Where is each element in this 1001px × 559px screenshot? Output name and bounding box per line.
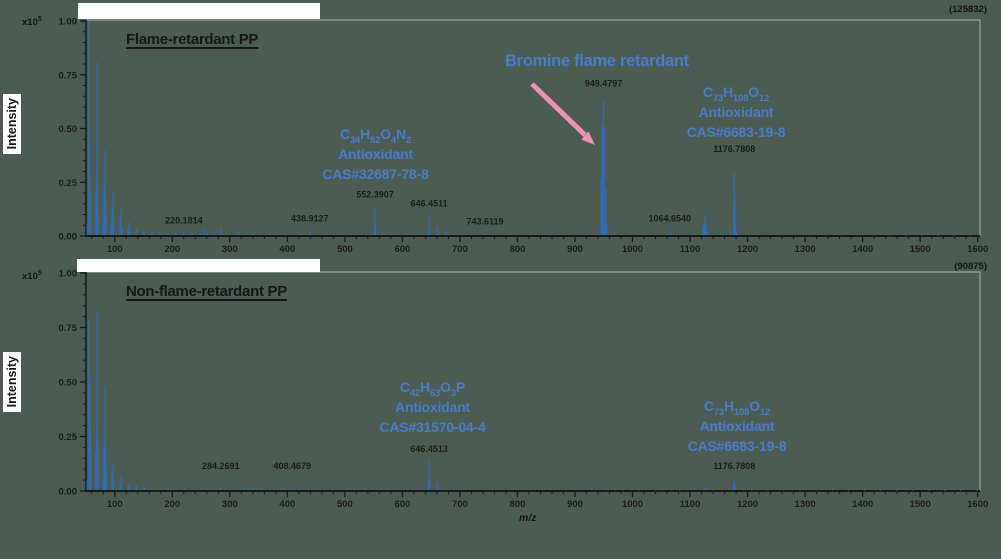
- annotation-antioxidant-1010-bottom: C73H108O12 Antioxidant CAS#6683-19-8: [651, 396, 823, 456]
- svg-text:300: 300: [222, 244, 238, 255]
- plot-title-non-flame-retardant: Non-flame-retardant PP: [126, 283, 287, 300]
- svg-text:600: 600: [394, 244, 410, 255]
- svg-text:1.00: 1.00: [59, 269, 78, 280]
- annotation-antioxidant-1010-top: C73H108O12 Antioxidant CAS#6683-19-8: [650, 82, 822, 142]
- y-axis-title-box-bottom: Intensity: [3, 352, 21, 412]
- svg-text:500: 500: [337, 499, 353, 510]
- annotation-line: Antioxidant: [338, 146, 413, 162]
- x-axis-title: m/z: [519, 512, 537, 524]
- svg-text:1176.7808: 1176.7808: [713, 461, 755, 471]
- svg-text:400: 400: [279, 499, 295, 510]
- svg-text:743.6119: 743.6119: [467, 217, 504, 227]
- svg-text:1000: 1000: [622, 244, 643, 255]
- annotation-line: CAS#32687-78-8: [322, 166, 429, 182]
- svg-text:646.4513: 646.4513: [410, 444, 448, 454]
- annotation-line: Antioxidant: [395, 399, 470, 415]
- svg-text:0.75: 0.75: [59, 323, 78, 334]
- svg-text:0.25: 0.25: [59, 178, 78, 189]
- annotation-line: Antioxidant: [699, 418, 775, 434]
- svg-text:1000: 1000: [622, 499, 643, 510]
- callout-bromine-flame-retardant: Bromine flame retardant: [505, 52, 689, 70]
- chemical-formula: C73H108O12: [702, 84, 770, 104]
- y-axis-multiplier-bottom: x105: [22, 270, 42, 283]
- svg-text:1500: 1500: [910, 499, 931, 510]
- plot-title-flame-retardant: Flame-retardant PP: [126, 31, 259, 48]
- svg-text:1064.6540: 1064.6540: [648, 213, 691, 223]
- y-axis-title-box-top: Intensity: [3, 94, 21, 154]
- svg-text:1500: 1500: [910, 244, 931, 255]
- svg-text:1400: 1400: [852, 499, 873, 510]
- svg-text:1100: 1100: [680, 244, 701, 255]
- svg-text:0.25: 0.25: [59, 432, 78, 443]
- svg-text:400: 400: [279, 244, 295, 255]
- redaction-bar-top: [78, 3, 320, 19]
- y-axis-title-bottom: Intensity: [5, 356, 19, 408]
- svg-text:900: 900: [567, 499, 583, 510]
- chemical-formula: C73H108O12: [703, 398, 771, 418]
- base-peak-count-top: (125832): [948, 4, 987, 15]
- callout-arrow: [530, 82, 587, 137]
- chemical-formula: C34H52O4N2: [339, 126, 412, 146]
- svg-text:0.00: 0.00: [59, 487, 78, 498]
- annotation-line: Antioxidant: [698, 104, 774, 120]
- redaction-bar-bottom: [77, 259, 320, 272]
- svg-text:100: 100: [107, 244, 123, 255]
- svg-text:800: 800: [510, 244, 526, 255]
- annotation-line: CAS#6683-19-8: [686, 124, 786, 140]
- svg-text:1300: 1300: [795, 244, 816, 255]
- svg-text:0.50: 0.50: [59, 378, 78, 389]
- y-axis-title-top: Intensity: [5, 98, 19, 150]
- svg-text:1100: 1100: [680, 499, 701, 510]
- svg-text:284.2691: 284.2691: [202, 461, 240, 471]
- svg-text:0.00: 0.00: [59, 232, 78, 243]
- svg-text:552.3907: 552.3907: [356, 189, 394, 199]
- base-peak-count-bottom: (90875): [954, 261, 987, 272]
- svg-text:0.75: 0.75: [59, 70, 78, 81]
- svg-text:200: 200: [164, 499, 180, 510]
- svg-text:700: 700: [452, 244, 468, 255]
- annotation-antioxidant-irgafos: C42H63O3P Antioxidant CAS#31570-04-4: [345, 377, 520, 437]
- svg-text:600: 600: [394, 499, 410, 510]
- svg-text:438.9127: 438.9127: [291, 213, 329, 223]
- svg-text:500: 500: [337, 244, 353, 255]
- svg-text:200: 200: [164, 244, 180, 255]
- svg-text:700: 700: [452, 499, 468, 510]
- y-axis-multiplier-top: x105: [22, 16, 42, 29]
- svg-text:1400: 1400: [852, 244, 873, 255]
- svg-text:220.1814: 220.1814: [165, 216, 203, 226]
- svg-text:900: 900: [567, 244, 583, 255]
- chemical-formula: C42H63O3P: [399, 379, 466, 399]
- svg-text:1200: 1200: [737, 244, 758, 255]
- annotation-line: CAS#31570-04-4: [379, 419, 486, 435]
- svg-text:0.50: 0.50: [59, 124, 78, 135]
- svg-text:100: 100: [107, 499, 123, 510]
- svg-text:1176.7808: 1176.7808: [713, 144, 755, 154]
- annotation-antioxidant-md1024: C34H52O4N2 Antioxidant CAS#32687-78-8: [288, 124, 463, 184]
- svg-text:300: 300: [222, 499, 238, 510]
- svg-text:800: 800: [510, 499, 526, 510]
- svg-text:1200: 1200: [737, 499, 758, 510]
- annotation-line: CAS#6683-19-8: [687, 438, 787, 454]
- svg-text:408.4679: 408.4679: [273, 461, 311, 471]
- svg-text:949.4797: 949.4797: [585, 79, 623, 89]
- svg-text:1600: 1600: [967, 499, 988, 510]
- svg-text:646.4511: 646.4511: [411, 199, 448, 209]
- svg-text:1300: 1300: [795, 499, 816, 510]
- svg-text:1600: 1600: [967, 244, 988, 255]
- svg-text:1.00: 1.00: [59, 17, 78, 28]
